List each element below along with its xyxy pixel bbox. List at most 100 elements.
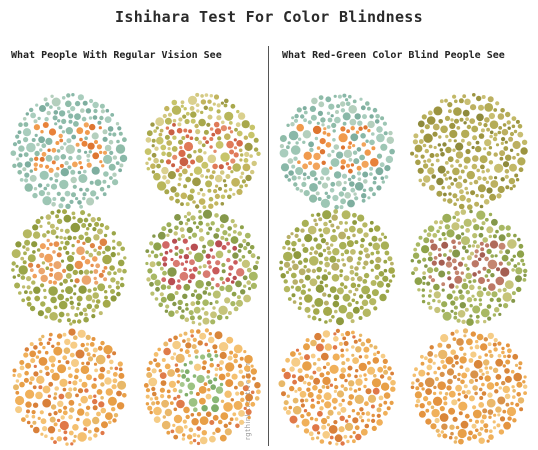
background-dot bbox=[452, 290, 456, 294]
background-dot bbox=[498, 224, 505, 231]
background-dot bbox=[161, 358, 166, 362]
background-dot bbox=[373, 306, 378, 311]
background-dot bbox=[83, 169, 87, 174]
background-dot bbox=[60, 259, 65, 263]
numeral-dot bbox=[33, 167, 38, 171]
background-dot bbox=[241, 255, 246, 259]
background-dot bbox=[85, 108, 92, 114]
background-dot bbox=[446, 343, 452, 349]
background-dot bbox=[490, 180, 499, 188]
background-dot bbox=[519, 407, 524, 412]
numeral-dot bbox=[370, 158, 379, 167]
background-dot bbox=[103, 345, 113, 355]
background-dot bbox=[303, 343, 310, 351]
background-dot bbox=[287, 141, 291, 145]
numeral-dot bbox=[233, 152, 239, 158]
background-dot bbox=[175, 425, 184, 434]
background-dot bbox=[517, 397, 525, 404]
background-dot bbox=[371, 235, 378, 242]
background-dot bbox=[245, 402, 250, 407]
numeral-dot bbox=[228, 265, 234, 271]
background-dot bbox=[309, 170, 317, 177]
background-dot bbox=[62, 387, 67, 392]
background-dot bbox=[84, 411, 90, 417]
background-dot bbox=[225, 372, 231, 378]
numeral-dot bbox=[220, 125, 227, 132]
background-dot bbox=[109, 176, 113, 180]
background-dot bbox=[374, 119, 380, 124]
background-dot bbox=[159, 128, 164, 133]
background-dot bbox=[517, 131, 524, 138]
background-dot bbox=[74, 113, 81, 120]
plate-regular-45 bbox=[11, 209, 127, 326]
background-dot bbox=[92, 347, 98, 353]
numeral-dot bbox=[478, 277, 485, 284]
background-dot bbox=[175, 198, 180, 204]
background-dot bbox=[463, 156, 471, 164]
numeral-dot bbox=[348, 168, 353, 174]
background-dot bbox=[102, 254, 112, 265]
background-dot bbox=[145, 261, 149, 266]
background-dot bbox=[475, 140, 480, 145]
background-dot bbox=[107, 284, 112, 289]
background-dot bbox=[347, 199, 355, 208]
background-dot bbox=[36, 248, 41, 252]
background-dot bbox=[334, 434, 343, 443]
background-dot bbox=[331, 262, 340, 271]
background-dot bbox=[479, 426, 484, 431]
background-dot bbox=[29, 305, 36, 312]
background-dot bbox=[450, 431, 454, 436]
background-dot bbox=[153, 172, 161, 181]
background-dot bbox=[359, 243, 365, 249]
background-dot bbox=[486, 248, 492, 255]
background-dot bbox=[196, 441, 201, 446]
background-dot bbox=[280, 273, 286, 279]
background-dot bbox=[390, 371, 394, 376]
background-dot bbox=[151, 401, 156, 406]
background-dot bbox=[85, 334, 91, 340]
background-dot bbox=[445, 356, 454, 365]
background-dot bbox=[312, 424, 320, 432]
background-dot bbox=[216, 314, 223, 321]
background-dot bbox=[150, 163, 156, 169]
background-dot bbox=[464, 249, 469, 254]
background-dot bbox=[304, 274, 311, 281]
background-dot bbox=[356, 411, 360, 416]
background-dot bbox=[464, 263, 468, 268]
background-dot bbox=[316, 400, 321, 405]
numeral-dot bbox=[232, 275, 237, 281]
background-dot bbox=[481, 170, 485, 174]
background-dot bbox=[68, 119, 73, 124]
background-dot bbox=[493, 152, 498, 157]
numeral-dot bbox=[488, 283, 496, 291]
numeral-dot bbox=[437, 247, 442, 252]
background-dot bbox=[206, 231, 210, 236]
background-dot bbox=[315, 343, 324, 352]
background-dot bbox=[67, 366, 72, 370]
background-dot bbox=[293, 118, 299, 123]
background-dot bbox=[219, 276, 224, 281]
background-dot bbox=[331, 274, 340, 282]
numeral-dot bbox=[47, 148, 51, 152]
background-dot bbox=[32, 385, 37, 390]
numeral-dot bbox=[206, 375, 210, 379]
background-dot bbox=[486, 127, 490, 132]
numeral-dot bbox=[211, 255, 216, 259]
background-dot bbox=[177, 306, 182, 310]
numeral-dot bbox=[454, 275, 463, 284]
background-dot bbox=[11, 261, 16, 266]
background-dot bbox=[32, 224, 39, 231]
background-dot bbox=[340, 406, 347, 413]
background-dot bbox=[374, 275, 380, 280]
background-dot bbox=[102, 136, 108, 142]
background-dot bbox=[355, 300, 359, 305]
background-dot bbox=[343, 434, 348, 439]
background-dot bbox=[375, 250, 380, 255]
background-dot bbox=[218, 305, 228, 315]
background-dot bbox=[501, 128, 509, 136]
background-dot bbox=[471, 125, 479, 133]
background-dot bbox=[303, 118, 307, 123]
background-dot bbox=[456, 126, 461, 130]
background-dot bbox=[51, 344, 55, 348]
background-dot bbox=[170, 186, 177, 193]
